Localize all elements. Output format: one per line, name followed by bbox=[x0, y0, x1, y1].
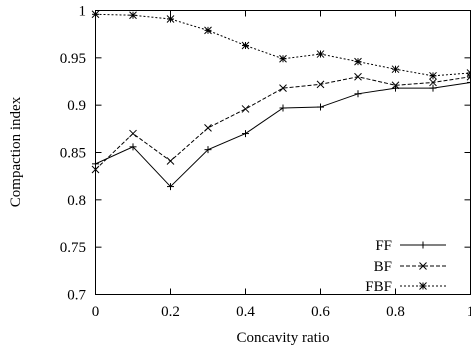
data-point bbox=[279, 54, 287, 63]
x-tick-label: 0 bbox=[92, 304, 100, 320]
marker-stroke bbox=[91, 10, 100, 19]
data-point bbox=[316, 50, 325, 58]
data-point bbox=[91, 165, 100, 174]
series-line-bf bbox=[95, 76, 471, 170]
data-point bbox=[316, 80, 325, 89]
plot-frame bbox=[95, 10, 471, 295]
data-point bbox=[429, 84, 437, 92]
y-tick-label: 0.75 bbox=[60, 240, 86, 256]
marker-stroke bbox=[429, 78, 437, 87]
series-line-fbf bbox=[95, 13, 471, 77]
data-point bbox=[166, 15, 175, 23]
data-point bbox=[204, 146, 212, 154]
y-tick-label: 1 bbox=[79, 4, 87, 20]
y-tick-label: 0.8 bbox=[67, 193, 86, 209]
legend-marker bbox=[419, 241, 427, 249]
marker-stroke bbox=[354, 57, 362, 66]
data-point bbox=[242, 130, 249, 138]
y-tick-label: 0.95 bbox=[60, 51, 86, 67]
series-group bbox=[91, 10, 471, 191]
data-point bbox=[279, 104, 287, 112]
data-point bbox=[92, 160, 99, 168]
x-tick-label: 0.2 bbox=[161, 304, 180, 320]
data-point bbox=[429, 71, 437, 80]
legend-label: FF bbox=[375, 238, 392, 254]
data-point bbox=[354, 90, 362, 98]
marker-stroke bbox=[279, 54, 287, 63]
marker-stroke bbox=[279, 84, 287, 92]
marker-stroke bbox=[419, 262, 427, 270]
data-point bbox=[91, 10, 100, 19]
data-point bbox=[166, 157, 175, 165]
x-tick-label: 0.8 bbox=[386, 304, 405, 320]
data-point bbox=[129, 143, 137, 151]
legend-marker bbox=[419, 262, 427, 270]
x-axis-label: Concavity ratio bbox=[237, 330, 330, 346]
data-point bbox=[204, 26, 212, 35]
marker-stroke bbox=[316, 50, 325, 58]
data-point bbox=[354, 57, 362, 66]
marker-stroke bbox=[354, 72, 362, 81]
marker-stroke bbox=[129, 129, 137, 138]
data-point bbox=[204, 124, 212, 132]
marker-stroke bbox=[429, 71, 437, 80]
data-point bbox=[279, 84, 287, 92]
data-point bbox=[354, 72, 362, 81]
x-tick-label: 0.4 bbox=[236, 304, 255, 320]
data-point bbox=[129, 129, 137, 138]
data-point bbox=[167, 183, 174, 191]
series-line-ff bbox=[95, 81, 471, 188]
legend-marker bbox=[419, 282, 427, 290]
data-point bbox=[391, 81, 400, 90]
marker-stroke bbox=[391, 65, 400, 74]
marker-stroke bbox=[241, 105, 250, 113]
marker-stroke bbox=[241, 41, 250, 50]
y-tick-label: 0.85 bbox=[60, 146, 86, 162]
series-ff bbox=[92, 78, 471, 191]
data-point bbox=[391, 65, 400, 74]
marker-stroke bbox=[391, 81, 400, 90]
data-point bbox=[241, 41, 250, 50]
marker-stroke bbox=[129, 11, 137, 20]
marker-stroke bbox=[419, 282, 427, 290]
legend-label: FBF bbox=[365, 279, 392, 295]
y-tick-label: 0.9 bbox=[67, 98, 86, 114]
series-bf bbox=[91, 72, 471, 174]
legend-label: BF bbox=[374, 259, 392, 275]
x-tick-label: 0.6 bbox=[311, 304, 330, 320]
y-tick-label: 0.7 bbox=[67, 288, 86, 304]
data-point bbox=[429, 78, 437, 87]
marker-stroke bbox=[166, 15, 175, 23]
series-fbf bbox=[91, 10, 471, 80]
marker-stroke bbox=[316, 80, 325, 89]
marker-stroke bbox=[204, 26, 212, 35]
y-axis-label: Compaction index bbox=[8, 96, 24, 207]
x-tick-label: 1 bbox=[467, 304, 471, 320]
marker-stroke bbox=[166, 157, 175, 165]
marker-stroke bbox=[91, 165, 100, 174]
data-point bbox=[129, 11, 137, 20]
legend: FF BF FBF bbox=[365, 238, 446, 295]
data-point bbox=[241, 105, 250, 113]
marker-stroke bbox=[204, 124, 212, 132]
data-point bbox=[317, 103, 324, 111]
axis-ticks: 0 0.2 0.4 0.6 0.8 1 0.7 0.75 0.8 0.85 0.9 0.95 1 bbox=[60, 4, 471, 320]
